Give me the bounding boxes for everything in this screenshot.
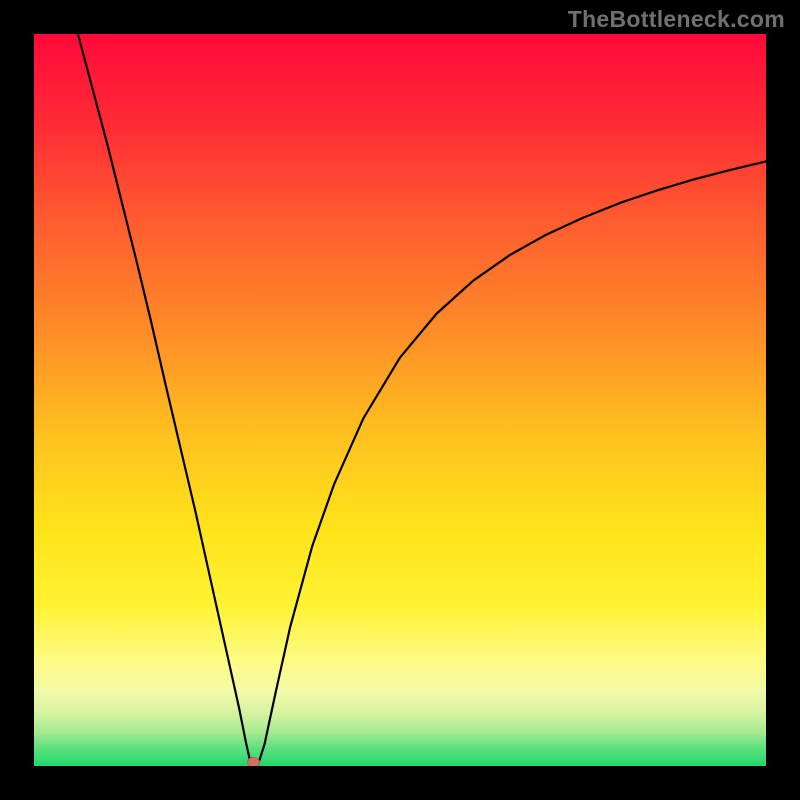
chart-container: TheBottleneck.com (0, 0, 800, 800)
watermark-text: TheBottleneck.com (568, 6, 785, 33)
gradient-background (34, 34, 766, 766)
plot-area (34, 34, 766, 766)
optimum-marker (248, 757, 260, 766)
chart-svg (34, 34, 766, 766)
